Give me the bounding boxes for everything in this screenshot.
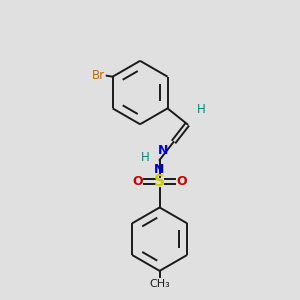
Text: N: N bbox=[158, 144, 169, 157]
Text: O: O bbox=[176, 175, 187, 188]
Text: CH₃: CH₃ bbox=[149, 279, 170, 289]
Text: H: H bbox=[141, 152, 150, 164]
Text: S: S bbox=[154, 174, 165, 189]
Text: N: N bbox=[153, 163, 164, 176]
Text: H: H bbox=[197, 103, 206, 116]
Text: Br: Br bbox=[92, 69, 105, 82]
Text: O: O bbox=[133, 175, 143, 188]
